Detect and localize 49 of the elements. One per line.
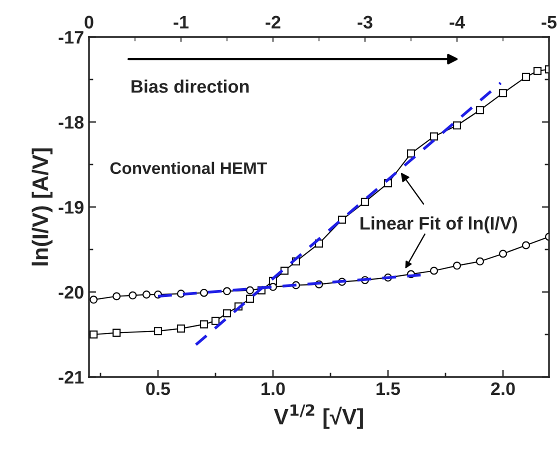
y-tick-label: -18 [58, 116, 84, 129]
x-tick-label: 2.0 [491, 382, 515, 396]
x-tick-label: 1.0 [262, 382, 285, 396]
x-axis-title: V$^{1/2}$ [√V] [274, 404, 363, 429]
x2-tick-label: -4 [450, 16, 465, 28]
point [222, 287, 232, 296]
y-tick-label: -20 [58, 286, 84, 299]
point [533, 66, 542, 76]
x2-tick-label: -2 [266, 16, 280, 28]
point [142, 290, 151, 299]
point [338, 216, 346, 224]
point [522, 241, 530, 250]
point [360, 198, 370, 206]
point [112, 292, 121, 300]
y-tick-label: -17 [58, 31, 84, 44]
x-tick-label: 0.5 [146, 382, 170, 396]
annotation: Bias direction [132, 80, 249, 93]
point [476, 257, 484, 266]
point [128, 291, 137, 300]
x-tick-label: 1.5 [376, 382, 400, 396]
point [476, 106, 484, 114]
point [176, 324, 186, 333]
point [498, 250, 508, 258]
annotation: Linear Fit of ln(I/V) [360, 216, 517, 234]
point [406, 149, 416, 158]
point [246, 294, 254, 303]
point [200, 320, 208, 328]
y-tick-label: -21 [58, 370, 84, 384]
point [452, 262, 462, 270]
point [200, 288, 208, 297]
point [522, 72, 530, 81]
y-tick-label: -19 [58, 200, 84, 214]
point [154, 327, 162, 336]
point [90, 330, 98, 339]
point [452, 121, 462, 130]
x2-tick-label: 0 [84, 16, 94, 29]
point [211, 316, 220, 325]
point [498, 89, 508, 98]
point [246, 286, 254, 294]
annotation: Conventional HEMT [110, 162, 267, 174]
x2-tick-label: -1 [174, 16, 189, 28]
point [112, 328, 121, 337]
y-axis-title: ln(I/V) [A/V] [32, 148, 52, 266]
point [90, 296, 98, 304]
point [222, 309, 232, 318]
x2-tick-label: -3 [358, 16, 372, 29]
point [430, 132, 438, 140]
x2-tick-label: -5 [542, 16, 557, 29]
point [430, 266, 438, 275]
